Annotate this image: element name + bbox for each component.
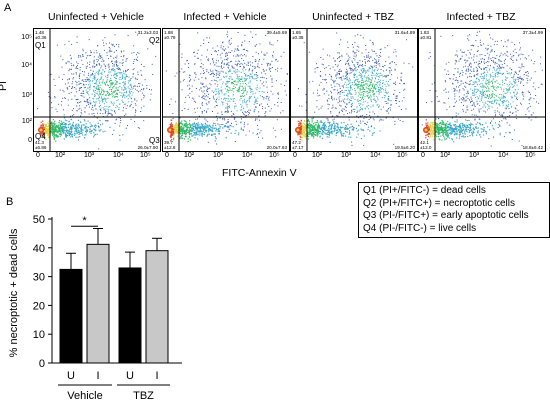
x-tick: 0 [165,152,169,159]
x-tick: 10⁵ [140,152,151,159]
x-tick: 0 [293,152,297,159]
q3-stats: 26.0±7.90 [137,145,158,150]
y-tick-label: 50 [33,214,45,226]
q4-stats: 47.2 ±7.17 [292,140,304,150]
y-tick: 10³ [21,92,32,99]
y-tick: 0 [28,137,32,144]
group-label: Vehicle [67,390,102,402]
plot-title-1: Uninfected + Vehicle [47,11,145,23]
x-tick: 10⁴ [242,152,253,159]
q3-stats: 20.0±7.63 [266,145,287,150]
q4-stats: 39.7 ±12.8 [164,140,176,150]
x-tick: 10³ [84,152,95,159]
legend-item-q2: Q2 (PI+/FITC+) = necroptotic cells [363,197,515,209]
bar-chart: 0 10 20 30 40 50 % necroptotic + dead cells U I U… [8,214,182,402]
x-category-label: U [67,370,75,382]
q1-stats: 1.65 ±0.38 [292,30,304,40]
quadrant-label-q2: Q2 [149,36,160,45]
x-tick: 10³ [469,152,480,159]
plot-title-2: Infected + Vehicle [183,11,267,23]
quadrant-label-q1: Q1 [35,41,46,50]
y-tick-label: 0 [39,358,45,370]
y-tick-label: 20 [33,300,45,312]
y-tick: 10⁴ [21,62,32,69]
plot-title-3: Uninfected + TBZ [312,11,394,23]
y-tick: 10⁵ [21,34,32,41]
bar-y-axis-label: % necroptotic + dead cells [8,228,20,357]
x-tick: 0 [36,152,40,159]
scatter-dots [34,29,160,151]
y-tick-label: 40 [33,243,45,255]
x-tick: 10² [184,152,195,159]
x-tick: 10⁵ [397,152,408,159]
flow-y-ticks: 10⁵ 10⁴ 10³ 10² 0 [16,28,32,148]
q1-stats: 1.88 ±0.79 [164,30,176,40]
x-tick: 10⁵ [269,152,280,159]
quadrant-legend: Q1 (PI+/FITC-) = dead cells Q2 (PI+/FITC… [358,182,550,239]
flow-x-ticks-2: 0 10² 10³ 10⁴ 10⁵ [162,152,288,162]
x-category-label: U [126,370,134,382]
flow-plot-4: 1.83 ±0.81 37.3±4.99 18.8±6.42 42.1 ±12.0 [418,28,546,152]
flow-x-ticks-4: 0 10² 10³ 10⁴ 10⁵ [418,152,544,162]
legend-item-q4: Q4 (PI-/FITC-) = live cells [363,222,477,234]
flow-y-axis-label: PI [0,81,9,91]
q4-stats: 41.3 ±6.86 [35,140,47,150]
q3-stats: 19.5±6.20 [394,145,415,150]
quadrant-label-q3: Q3 [149,136,160,145]
q1-stats: 1.48 ±0.36 [35,30,47,40]
q4-stats: 42.1 ±12.0 [420,140,432,150]
scatter-dots [163,29,289,151]
quadrant-label-q4: Q4 [35,132,46,141]
flow-plot-3: 1.65 ±0.38 31.6±4.89 19.5±6.20 47.2 ±7.17 [290,28,418,152]
x-tick: 0 [421,152,425,159]
bar-1 [59,268,83,364]
y-tick-label: 30 [33,272,45,284]
q2-stats: 39.4±5.69 [266,30,287,35]
legend-item-q3: Q3 (PI-/FITC+) = early apoptotic cells [363,210,529,222]
plot-title-4: Infected + TBZ [446,11,516,23]
bar-3 [118,267,142,364]
bar-2 [86,243,110,364]
scatter-dots [291,29,417,151]
flow-plot-1: 1.48 ±0.36 31.2±3.03 26.0±7.90 41.3 ±6.86 Q1… [33,28,161,152]
x-tick: 10² [55,152,66,159]
x-category-label: I [96,370,99,382]
y-tick-label: 10 [33,329,45,341]
x-category-label: I [155,370,158,382]
flow-x-axis-label: FITC-Annexin V [222,167,297,179]
panel-b-label: B [6,196,14,208]
legend-item-q1: Q1 (PI+/FITC-) = dead cells [363,185,486,196]
bar-4 [145,250,169,364]
x-tick: 10³ [213,152,224,159]
q2-stats: 31.6±4.89 [394,30,415,35]
group-label: TBZ [133,390,154,402]
q2-stats: 31.2±3.03 [137,30,158,35]
x-tick: 10² [312,152,323,159]
x-tick: 10⁴ [370,152,381,159]
significance-star: * [82,215,87,227]
flow-plot-2: 1.88 ±0.79 39.4±5.69 20.0±7.63 39.7 ±12.8 Q2… [149,28,290,152]
q2-stats: 37.3±4.99 [522,30,543,35]
x-tick: 10³ [341,152,352,159]
x-tick: 10² [440,152,451,159]
x-tick: 10⁵ [525,152,536,159]
x-tick: 10⁴ [113,152,124,159]
flow-x-ticks-3: 0 10² 10³ 10⁴ 10⁵ [290,152,416,162]
y-tick: 10² [21,118,32,125]
panel-a-label: A [4,2,12,14]
q3-stats: 18.8±6.42 [522,145,543,150]
q1-stats: 1.83 ±0.81 [420,30,432,40]
scatter-dots [419,29,545,151]
x-tick: 10⁴ [498,152,509,159]
flow-x-ticks-1: 0 10² 10³ 10⁴ 10⁵ [33,152,159,162]
